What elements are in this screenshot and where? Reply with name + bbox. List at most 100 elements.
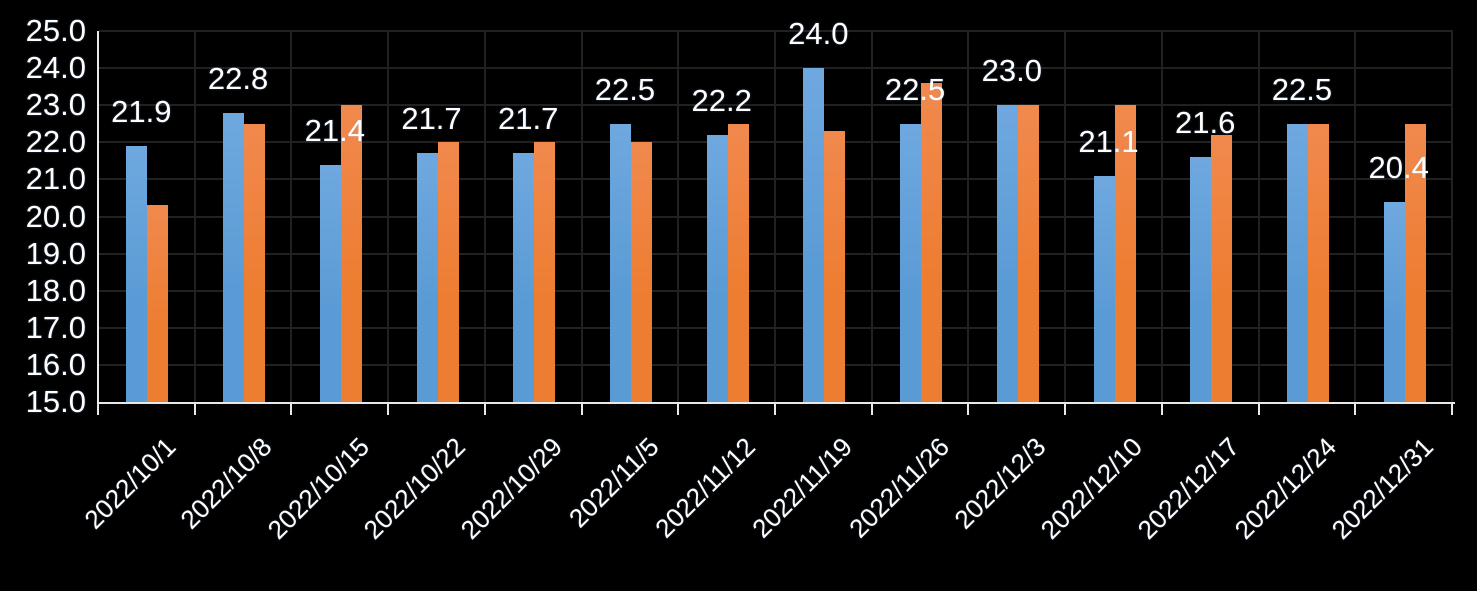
- y-axis-tick-label: 17.0: [25, 309, 86, 345]
- gridline-vertical: [1064, 31, 1067, 402]
- x-axis-tick: [1257, 402, 1260, 415]
- bar-data-label: 22.2: [691, 82, 752, 118]
- bar-series-2-orange[interactable]: [1114, 105, 1136, 402]
- bar-series-2-orange[interactable]: [244, 123, 266, 402]
- plot-area: [99, 31, 1453, 402]
- gridline-horizontal: [99, 30, 1453, 32]
- x-axis-tick: [580, 402, 583, 415]
- bar-series-1-blue[interactable]: [126, 146, 148, 402]
- bar-series-2-orange[interactable]: [534, 142, 556, 402]
- x-axis-tick-label: 2022/12/3: [948, 431, 1052, 535]
- gridline-vertical: [1160, 31, 1163, 402]
- x-axis-tick-label: 2022/10/15: [261, 431, 375, 545]
- bar-series-1-blue[interactable]: [319, 164, 341, 402]
- x-axis-line: [97, 402, 1455, 404]
- bar-data-label: 21.1: [1078, 123, 1139, 159]
- bar-series-2-orange[interactable]: [1307, 123, 1329, 402]
- gridline-horizontal: [99, 363, 1453, 366]
- gridline-horizontal: [99, 67, 1453, 70]
- bar-series-1-blue[interactable]: [706, 134, 728, 402]
- bar-series-2-orange[interactable]: [437, 142, 459, 402]
- bar-data-label: 21.7: [498, 101, 559, 137]
- x-axis-tick: [677, 402, 680, 415]
- x-axis-tick: [1354, 402, 1357, 415]
- x-axis-tick-label: 2022/10/22: [358, 431, 472, 545]
- gridline-vertical: [483, 31, 486, 402]
- gridline-vertical: [967, 31, 970, 402]
- bar-series-2-orange[interactable]: [340, 105, 362, 402]
- x-axis-tick: [290, 402, 293, 415]
- gridline-horizontal: [99, 141, 1453, 144]
- y-axis-tick-label: 23.0: [25, 87, 86, 123]
- bar-series-2-orange[interactable]: [630, 142, 652, 402]
- y-axis-tick-label: 18.0: [25, 272, 86, 308]
- bar-data-label: 21.6: [1175, 105, 1236, 141]
- gridline-horizontal: [99, 104, 1453, 107]
- x-axis-tick: [1064, 402, 1067, 415]
- gridline-horizontal: [99, 215, 1453, 218]
- bar-series-1-blue[interactable]: [416, 153, 438, 402]
- bar-data-label: 23.0: [981, 53, 1042, 89]
- bar-series-1-blue[interactable]: [1286, 123, 1308, 402]
- bar-data-label: 21.7: [401, 101, 462, 137]
- gridline-vertical: [1257, 31, 1260, 402]
- bar-data-label: 22.5: [884, 71, 946, 107]
- bar-series-1-blue[interactable]: [996, 105, 1018, 402]
- x-axis-tick-label: 2022/11/26: [843, 431, 955, 544]
- x-axis-tick: [387, 402, 390, 415]
- bar-series-2-orange[interactable]: [921, 82, 943, 402]
- bar-series-1-blue[interactable]: [803, 68, 825, 402]
- x-axis-tick-label: 2022/11/5: [563, 431, 665, 534]
- x-axis-tick-label: 2022/10/8: [174, 431, 278, 535]
- x-axis-tick: [97, 402, 99, 415]
- x-axis-tick: [967, 402, 970, 415]
- x-axis-tick: [483, 402, 486, 415]
- bar-series-1-blue[interactable]: [609, 123, 631, 402]
- y-axis-line: [97, 31, 99, 404]
- x-axis-tick: [774, 402, 776, 415]
- bar-series-1-blue[interactable]: [1190, 157, 1212, 402]
- bar-series-2-orange[interactable]: [727, 123, 749, 402]
- y-axis-tick-label: 22.0: [25, 124, 86, 160]
- bar-series-2-orange[interactable]: [147, 205, 169, 402]
- x-axis-tick-label: 2022/10/29: [454, 431, 569, 545]
- bar-series-1-blue[interactable]: [1093, 175, 1115, 402]
- bar-series-2-orange[interactable]: [1404, 123, 1426, 402]
- y-axis-tick-label: 15.0: [25, 384, 86, 419]
- gridline-horizontal: [99, 289, 1453, 292]
- x-axis-tick-label: 2022/12/10: [1035, 431, 1149, 545]
- x-axis-tick-label: 2022/12/17: [1131, 431, 1246, 545]
- x-axis-tick-label: 2022/11/19: [746, 431, 859, 544]
- gridline-vertical: [870, 31, 873, 402]
- gridline-vertical: [1354, 31, 1357, 402]
- gridline-vertical: [290, 31, 293, 402]
- bar-data-label: 22.5: [1271, 71, 1333, 107]
- gridline-vertical: [193, 31, 196, 402]
- y-axis-tick-label: 25.0: [25, 13, 86, 48]
- bar-data-label: 20.4: [1368, 149, 1429, 185]
- bar-series-1-blue[interactable]: [900, 123, 922, 402]
- x-axis-tick: [870, 402, 873, 415]
- bar-series-2-orange[interactable]: [1017, 105, 1039, 402]
- x-axis-tick: [1160, 402, 1163, 415]
- y-axis-tick-label: 19.0: [25, 235, 86, 271]
- bar-series-2-orange[interactable]: [1211, 134, 1233, 402]
- y-axis-tick-label: 16.0: [25, 346, 86, 382]
- x-axis-tick-label: 2022/12/24: [1228, 431, 1342, 545]
- y-axis-tick-label: 20.0: [25, 198, 86, 234]
- y-axis-tick-label: 24.0: [25, 50, 86, 86]
- gridline-horizontal: [99, 326, 1453, 329]
- bar-data-label: 21.4: [304, 112, 365, 148]
- bar-data-label: 22.8: [207, 60, 269, 96]
- gridline-vertical: [387, 31, 390, 402]
- bar-series-1-blue[interactable]: [223, 112, 245, 402]
- bar-series-2-orange[interactable]: [824, 131, 846, 402]
- x-axis-tick-label: 2022/12/31: [1325, 431, 1439, 545]
- bar-data-label: 24.0: [788, 16, 849, 52]
- bar-series-1-blue[interactable]: [1383, 201, 1405, 402]
- x-axis-tick-label: 2022/10/1: [78, 431, 182, 535]
- bar-series-1-blue[interactable]: [513, 153, 535, 402]
- bar-data-label: 22.5: [594, 71, 656, 107]
- gridline-vertical: [677, 31, 680, 402]
